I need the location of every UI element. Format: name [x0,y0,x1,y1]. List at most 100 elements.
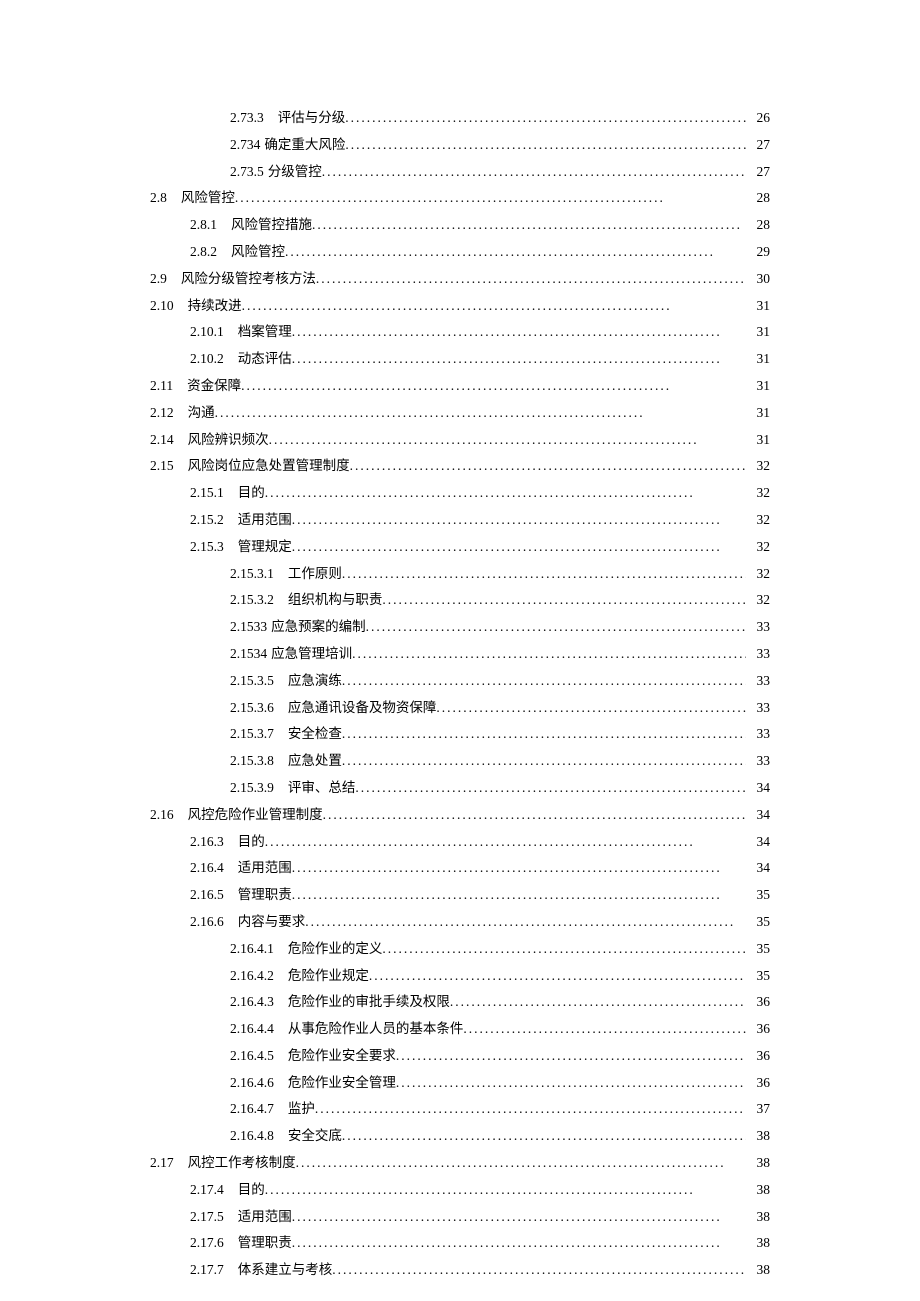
toc-entry: 2.16风控危险作业管理制度..........................… [150,802,770,829]
toc-entry-title: 确定重大风险 [264,132,345,159]
toc-entry-page: 31 [746,400,770,427]
toc-entry-number: 2.17.5 [190,1204,224,1231]
toc-entry: 2.8.1风险管控措施.............................… [150,212,770,239]
toc-leader-dots: ........................................… [305,909,746,936]
toc-leader-dots: ........................................… [450,989,746,1016]
toc-entry: 2.16.4.3 危险作业的审批手续及权限....................… [150,989,770,1016]
toc-leader-dots: ........................................… [355,775,746,802]
toc-entry-number: 2.16.4.7 [230,1096,274,1123]
toc-leader-dots: ........................................… [382,936,746,963]
toc-entry: 2.8.2风险管控...............................… [150,239,770,266]
toc-entry-title: 适用范围 [238,855,292,882]
toc-entry: 2.15风险岗位应急处置管理制度........................… [150,453,770,480]
toc-entry-title: 风险管控 [181,185,235,212]
toc-entry: 2.15.1目的................................… [150,480,770,507]
toc-leader-dots: ........................................… [369,963,746,990]
toc-entry-page: 38 [746,1177,770,1204]
toc-leader-dots: ........................................… [241,373,746,400]
toc-entry-title: 监护 [288,1096,315,1123]
toc-leader-dots: ........................................… [269,427,746,454]
toc-entry-title: 动态评估 [238,346,292,373]
toc-leader-dots: ........................................… [285,239,746,266]
toc-leader-dots: ........................................… [342,748,746,775]
toc-entry: 2.17风控工作考核制度............................… [150,1150,770,1177]
toc-entry-number: 2.10 [150,293,174,320]
toc-entry-title: 安全交底 [288,1123,342,1150]
toc-leader-dots: ........................................… [296,1150,746,1177]
toc-entry-title: 沟通 [188,400,215,427]
toc-entry-page: 36 [746,1043,770,1070]
toc-entry-page: 35 [746,909,770,936]
toc-entry-page: 28 [746,212,770,239]
toc-entry-page: 30 [746,266,770,293]
toc-entry: 2.16.3目的................................… [150,829,770,856]
toc-entry-title: 应急通讯设备及物资保障 [288,695,437,722]
toc-entry-number: 2.73.5 [230,159,264,186]
toc-entry-title: 应急处置 [288,748,342,775]
toc-entry-page: 32 [746,480,770,507]
toc-entry-page: 32 [746,507,770,534]
toc-entry-page: 38 [746,1150,770,1177]
toc-entry: 2.16.4适用范围..............................… [150,855,770,882]
toc-entry-page: 33 [746,641,770,668]
toc-entry-number: 2.8 [150,185,167,212]
toc-entry: 2.15.3.1工作原则............................… [150,561,770,588]
toc-entry-page: 38 [746,1230,770,1257]
toc-leader-dots: ........................................… [265,480,746,507]
toc-entry-title: 目的 [238,1177,265,1204]
toc-entry-number: 2.17.4 [190,1177,224,1204]
toc-entry-number: 2.16.4.3 [230,989,274,1016]
toc-entry-number: 2.11 [150,373,173,400]
toc-entry-number: 2.15.3 [190,534,224,561]
toc-entry-number: 2.16 [150,802,174,829]
toc-entry-page: 38 [746,1204,770,1231]
toc-entry-number: 2.15.3.5 [230,668,274,695]
toc-entry-number: 2.16.4.5 [230,1043,274,1070]
toc-entry-title: 目的 [238,480,265,507]
toc-entry-number: 2.16.4 [190,855,224,882]
toc-entry-title: 适用范围 [238,1204,292,1231]
toc-entry-number: 2.16.6 [190,909,224,936]
toc-entry-title: 适用范围 [238,507,292,534]
toc-entry-page: 34 [746,855,770,882]
toc-entry-title: 危险作业安全管理 [288,1070,396,1097]
toc-leader-dots: ........................................… [342,1123,746,1150]
toc-entry-title: 风险分级管控考核方法 [181,266,316,293]
toc-leader-dots: ........................................… [396,1043,746,1070]
toc-leader-dots: ........................................… [292,507,746,534]
toc-entry: 2.17.5 适用范围..............................… [150,1204,770,1231]
toc-leader-dots: ........................................… [382,587,746,614]
toc-entry: 2.17.4目的................................… [150,1177,770,1204]
toc-entry-title: 管理职责 [238,1230,292,1257]
toc-entry: 2.17.6管理职责..............................… [150,1230,770,1257]
toc-entry-page: 32 [746,453,770,480]
toc-leader-dots: ........................................… [292,534,746,561]
toc-entry-page: 38 [746,1257,770,1284]
toc-entry-page: 32 [746,534,770,561]
toc-entry: 2.16.6内容与要求.............................… [150,909,770,936]
toc-entry-page: 32 [746,587,770,614]
toc-entry-number: 2.17 [150,1150,174,1177]
toc-entry-page: 36 [746,1070,770,1097]
toc-leader-dots: ........................................… [292,1204,746,1231]
toc-entry-title: 体系建立与考核 [238,1257,333,1284]
toc-entry: 2.10.1档案管理..............................… [150,319,770,346]
toc-leader-dots: ........................................… [315,1096,746,1123]
toc-entry: 2.15.3.8应急处置............................… [150,748,770,775]
toc-entry: 2.1533应急预案的编制...........................… [150,614,770,641]
toc-entry-title: 危险作业的审批手续及权限 [288,989,450,1016]
toc-entry: 2.14风险辨识频次..............................… [150,427,770,454]
toc-leader-dots: ........................................… [242,293,746,320]
toc-leader-dots: ........................................… [342,561,746,588]
toc-entry: 2.16.4.6危险作业安全管理........................… [150,1070,770,1097]
toc-leader-dots: ........................................… [345,132,746,159]
toc-entry-page: 35 [746,963,770,990]
toc-entry-number: 2.9 [150,266,167,293]
toc-entry: 2.16.4.4从事危险作业人员的基本条件...................… [150,1016,770,1043]
toc-entry-number: 2.15.3.6 [230,695,274,722]
toc-entry: 2.16.4.2危险作业规定..........................… [150,963,770,990]
toc-entry-page: 34 [746,829,770,856]
toc-entry-number: 2.15 [150,453,174,480]
toc-entry-title: 风险岗位应急处置管理制度 [188,453,350,480]
toc-leader-dots: ........................................… [345,105,746,132]
